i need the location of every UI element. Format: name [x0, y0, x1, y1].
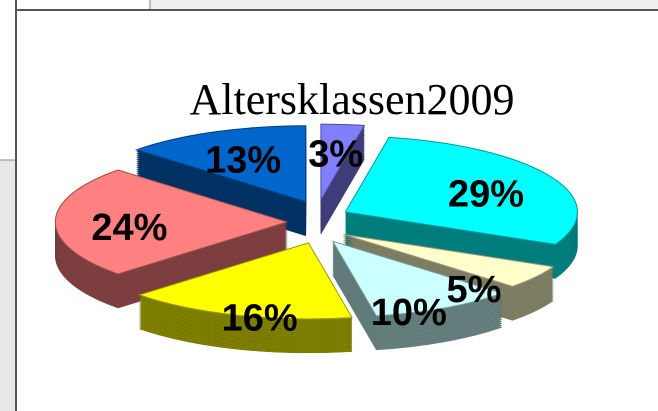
data-label: 13% [205, 139, 281, 181]
data-label: 5% [447, 269, 502, 311]
pie [54, 123, 578, 354]
data-label: 3% [308, 134, 363, 176]
top-strip [150, 0, 658, 9]
data-label: 24% [91, 207, 167, 249]
slice [134, 125, 307, 203]
slice [344, 136, 578, 245]
slice [54, 169, 289, 275]
data-label: 29% [448, 174, 524, 216]
slice [331, 240, 504, 317]
slice [137, 242, 353, 320]
labels: 3% 29% 5%10% 16% 24% 13% [91, 134, 524, 340]
left-margin [0, 160, 16, 411]
chart-title: Altersklassen2009 [189, 75, 514, 124]
slice [343, 233, 555, 287]
slice [320, 123, 366, 202]
data-label: 10% [371, 292, 447, 334]
data-label: 16% [222, 298, 298, 340]
